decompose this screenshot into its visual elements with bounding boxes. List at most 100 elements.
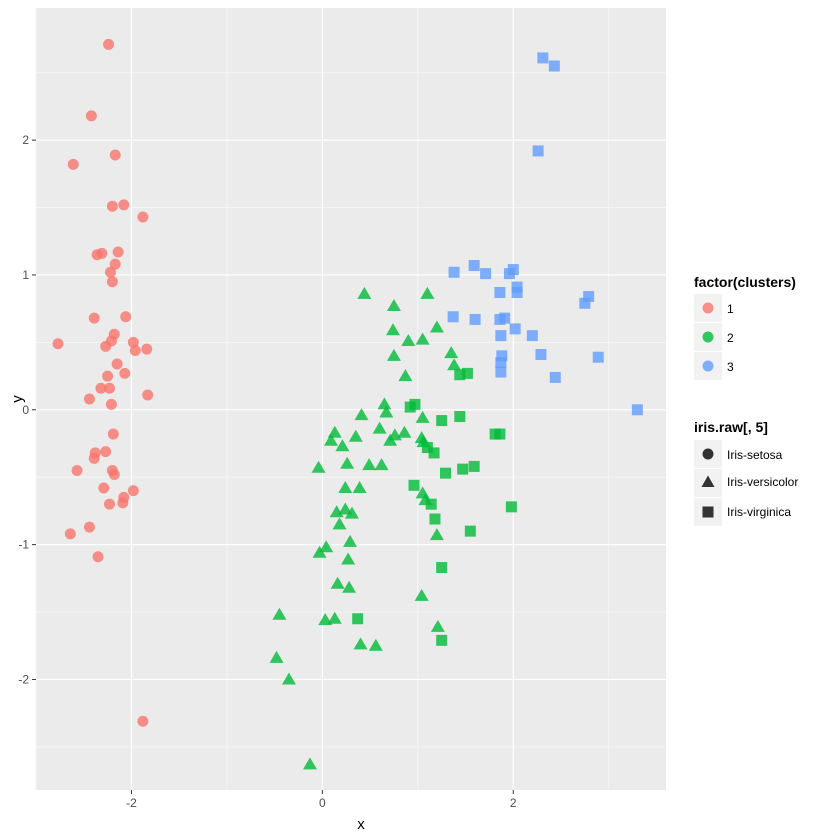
versicolor-point: [354, 408, 369, 421]
versicolor-point: [335, 439, 350, 452]
virginica-point: [579, 297, 591, 309]
legend-virginica-swatch: [702, 506, 714, 518]
versicolor-point: [383, 433, 398, 446]
virginica-point: [499, 312, 511, 324]
virginica-point: [494, 428, 506, 440]
legend-cluster-2-swatch: [702, 331, 714, 343]
setosa-point: [103, 38, 115, 50]
virginica-point: [505, 501, 517, 513]
setosa-point: [98, 482, 110, 494]
x-tick-label: -2: [126, 796, 137, 810]
versicolor-point: [372, 421, 387, 434]
versicolor-point: [319, 540, 334, 553]
virginica-point: [469, 313, 481, 325]
virginica-point: [461, 367, 473, 379]
versicolor-point: [338, 502, 353, 515]
virginica-point: [495, 357, 507, 369]
setosa-point: [107, 428, 119, 440]
setosa-point: [95, 382, 107, 394]
versicolor-point: [302, 757, 317, 770]
setosa-point: [137, 715, 149, 727]
versicolor-point: [398, 369, 413, 382]
setosa-point: [88, 452, 100, 464]
setosa-point: [106, 276, 118, 288]
virginica-point: [468, 460, 480, 472]
virginica-point: [447, 311, 459, 323]
setosa-point: [117, 497, 129, 509]
setosa-point: [129, 344, 141, 356]
virginica-point: [549, 371, 561, 383]
versicolor-point: [281, 672, 296, 685]
legend-versicolor-label: Iris-versicolor: [727, 475, 798, 489]
versicolor-point: [386, 323, 400, 336]
virginica-point: [535, 349, 547, 361]
versicolor-point: [348, 429, 363, 442]
virginica-point: [425, 498, 437, 510]
versicolor-point: [415, 332, 430, 345]
setosa-point: [120, 311, 132, 323]
setosa-point: [119, 367, 131, 379]
setosa-point: [142, 389, 154, 401]
virginica-point: [408, 479, 420, 491]
versicolor-point: [343, 534, 358, 547]
versicolor-point: [344, 506, 359, 519]
setosa-point: [85, 110, 97, 122]
versicolor-point: [420, 286, 435, 299]
legend-clusters: factor(clusters) 1 2 3: [694, 274, 796, 380]
y-tick-label: 0: [22, 403, 29, 417]
versicolor-point: [341, 552, 356, 565]
virginica-point: [429, 513, 441, 525]
versicolor-point: [368, 638, 383, 651]
virginica-point: [421, 442, 433, 454]
major-gridlines: [36, 8, 666, 790]
legend-setosa-label: Iris-setosa: [727, 448, 783, 462]
versicolor-point: [340, 456, 355, 469]
versicolor-point: [323, 433, 338, 446]
virginica-point: [428, 447, 440, 459]
setosa-point: [100, 446, 112, 458]
legend-clusters-title: factor(clusters): [694, 274, 796, 290]
setosa-point: [104, 266, 116, 278]
setosa-point: [111, 358, 123, 370]
versicolor-point: [332, 517, 347, 530]
versicolor-point: [352, 480, 367, 493]
x-axis-title: x: [357, 816, 365, 833]
versicolor-point: [401, 334, 416, 347]
versicolor-point: [386, 298, 401, 311]
y-axis: -2 -1 0 1 2: [18, 133, 36, 686]
setosa-point: [88, 312, 100, 324]
versicolor-point: [397, 425, 412, 438]
versicolor-point: [353, 637, 368, 650]
virginica-point: [509, 323, 521, 335]
setosa-point: [137, 211, 149, 223]
versicolor-point: [429, 320, 444, 333]
panel-background: [36, 8, 666, 790]
y-tick-label: 2: [22, 133, 29, 147]
virginica-point: [436, 415, 448, 427]
setosa-point: [67, 158, 79, 170]
virginica-point: [454, 369, 466, 381]
versicolor-point: [330, 576, 345, 589]
virginica-point: [464, 525, 476, 537]
setosa-point: [96, 247, 108, 259]
virginica-point: [537, 52, 549, 64]
virginica-point: [440, 467, 451, 479]
virginica-point: [468, 260, 480, 272]
virginica-point: [495, 330, 507, 342]
versicolor-point: [362, 458, 377, 471]
virginica-point: [436, 634, 448, 646]
versicolor-point: [272, 607, 287, 620]
versicolor-point: [338, 480, 353, 493]
virginica-point: [511, 286, 523, 298]
setosa-point: [52, 338, 64, 350]
setosa-point: [105, 398, 117, 410]
setosa-point: [109, 149, 121, 161]
virginica-point: [454, 411, 466, 423]
legend-cluster-1-swatch: [702, 302, 714, 314]
setosa-point: [109, 258, 121, 270]
legend-cluster-1-label: 1: [727, 302, 734, 316]
legend-species-title: iris.raw[, 5]: [694, 419, 768, 435]
virginica-point: [436, 562, 448, 574]
x-axis: -2 0 2: [126, 790, 517, 810]
setosa-point: [92, 551, 104, 563]
